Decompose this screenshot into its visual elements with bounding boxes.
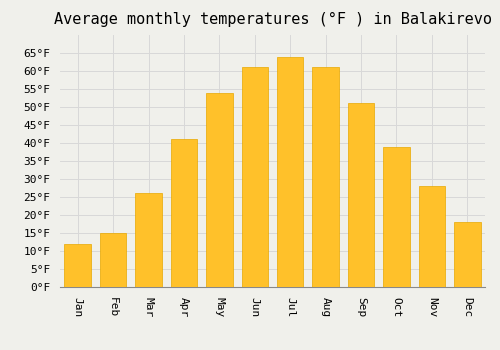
Bar xyxy=(418,186,445,287)
Bar xyxy=(348,103,374,287)
Bar xyxy=(277,57,303,287)
Bar xyxy=(136,194,162,287)
Bar xyxy=(64,244,91,287)
Bar xyxy=(100,233,126,287)
Bar xyxy=(383,147,409,287)
Bar xyxy=(242,68,268,287)
Title: Average monthly temperatures (°F ) in Balakirevo: Average monthly temperatures (°F ) in Ba… xyxy=(54,12,492,27)
Bar xyxy=(170,139,197,287)
Bar xyxy=(206,93,233,287)
Bar xyxy=(312,68,339,287)
Bar xyxy=(454,222,480,287)
